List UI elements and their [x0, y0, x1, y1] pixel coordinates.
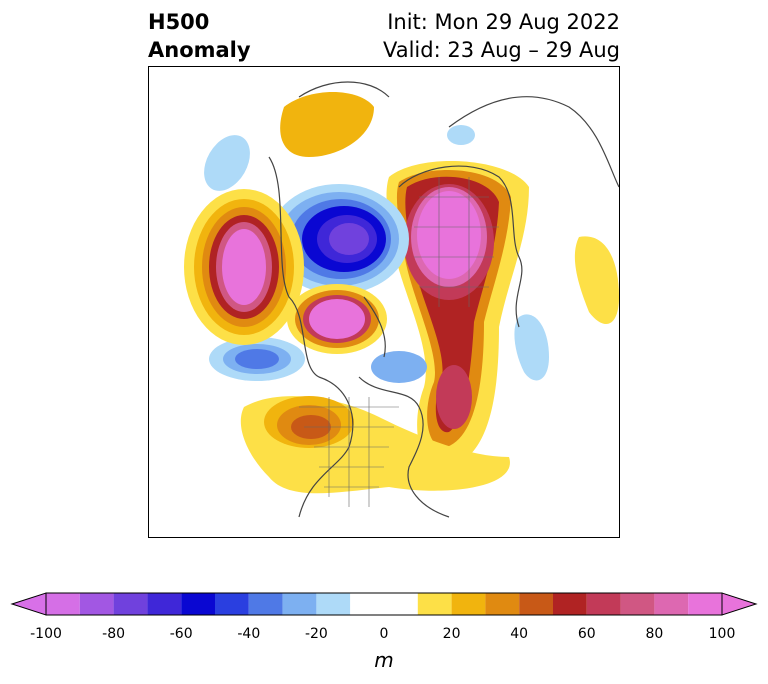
colorbar-cell [79, 593, 114, 615]
anomaly-pacific-negative [204, 135, 250, 191]
colorbar-cell [113, 593, 148, 615]
colorbar-cell [620, 593, 655, 615]
colorbar-cell [215, 593, 249, 615]
title-field: Anomaly [148, 38, 251, 62]
colorbar-cell [586, 593, 621, 615]
colorbar-tick-label: 0 [379, 626, 389, 642]
colorbar-cell [417, 593, 452, 615]
colorbar-tick-label: -100 [30, 626, 62, 642]
anomaly-north-america-positive [240, 396, 510, 494]
colorbar-cell [248, 593, 283, 615]
anomaly-beaufort-positive [287, 284, 387, 354]
colorbar-cell [519, 593, 553, 615]
colorbar-cell [316, 593, 351, 615]
anomaly-arctic-negative [269, 184, 409, 294]
colorbar-under-arrow [10, 592, 47, 616]
colorbar-tick-label: 80 [645, 626, 664, 642]
colorbar-cell [147, 593, 182, 615]
colorbar [10, 592, 758, 616]
colorbar-tick-label: -80 [102, 626, 126, 642]
anomaly-europe-positive [574, 236, 619, 324]
anomaly-eurasia-positive [386, 160, 529, 469]
anomaly-map [148, 66, 620, 538]
colorbar-cell [654, 593, 689, 615]
colorbar-cells [46, 593, 722, 615]
colorbar-tick-label: -60 [169, 626, 193, 642]
colorbar-cell [688, 593, 722, 615]
coastlines [268, 81, 619, 518]
state-borders [299, 177, 499, 507]
colorbar-cell [181, 593, 215, 615]
anomaly-atlantic-negative [514, 314, 549, 381]
colorbar-tick-label: 60 [577, 626, 596, 642]
anomaly-siberia-negative [447, 125, 475, 145]
colorbar-cell [350, 593, 418, 615]
title-variable: H500 [148, 10, 210, 34]
colorbar-tick-label: 40 [510, 626, 529, 642]
map-subtitle: Init: Mon 29 Aug 2022 Valid: 23 Aug – 29… [383, 8, 620, 64]
colorbar-unit-label: m [374, 648, 394, 672]
colorbar-cell [451, 593, 486, 615]
colorbar-frame [45, 592, 723, 616]
init-time: Init: Mon 29 Aug 2022 [387, 10, 620, 34]
colorbar-cell [46, 593, 80, 615]
colorbar-tick-label: -40 [237, 626, 261, 642]
colorbar-tick-label: 20 [442, 626, 461, 642]
anomaly-gulf-of-alaska-negative [209, 337, 305, 381]
colorbar-cell [553, 593, 587, 615]
map-canvas [184, 81, 619, 518]
colorbar-over-arrow [721, 592, 758, 616]
anomaly-alaska-positive [184, 189, 304, 345]
map-title: H500 Anomaly [148, 8, 251, 64]
valid-period: Valid: 23 Aug – 29 Aug [382, 38, 620, 62]
anomaly-hudson-bay-negative [371, 351, 427, 383]
colorbar-cell [282, 593, 317, 615]
colorbar-cell [485, 593, 520, 615]
colorbar-tick-label: 100 [708, 626, 736, 642]
anomaly-greenland-positive [280, 92, 374, 157]
colorbar-tick-label: -20 [304, 626, 328, 642]
